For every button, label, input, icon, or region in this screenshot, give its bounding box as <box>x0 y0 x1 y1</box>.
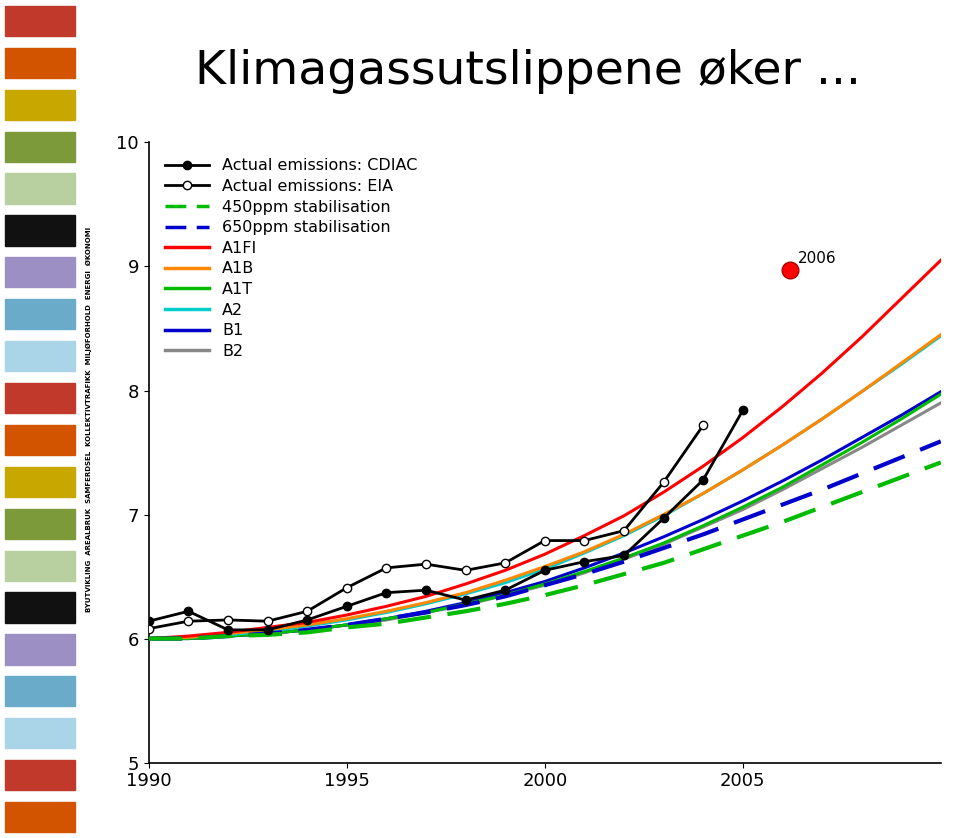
FancyBboxPatch shape <box>5 173 75 204</box>
FancyBboxPatch shape <box>5 676 75 706</box>
FancyBboxPatch shape <box>5 551 75 581</box>
FancyBboxPatch shape <box>5 6 75 36</box>
FancyBboxPatch shape <box>5 215 75 246</box>
Text: BYUTVIKLING  AREALBRUK  SAMFERDSEL  KOLLEKTIVTRAFIKK  MILJØFORHOLD  ENERGI  ØKON: BYUTVIKLING AREALBRUK SAMFERDSEL KOLLEKT… <box>85 226 91 612</box>
FancyBboxPatch shape <box>5 257 75 287</box>
FancyBboxPatch shape <box>5 509 75 539</box>
FancyBboxPatch shape <box>5 718 75 748</box>
FancyBboxPatch shape <box>5 299 75 329</box>
FancyBboxPatch shape <box>5 90 75 120</box>
FancyBboxPatch shape <box>5 592 75 623</box>
Text: 2006: 2006 <box>799 251 837 266</box>
FancyBboxPatch shape <box>5 341 75 371</box>
FancyBboxPatch shape <box>5 48 75 78</box>
Text: Klimagassutslippene øker ...: Klimagassutslippene øker ... <box>195 49 861 94</box>
FancyBboxPatch shape <box>5 760 75 790</box>
FancyBboxPatch shape <box>5 467 75 497</box>
FancyBboxPatch shape <box>5 383 75 413</box>
FancyBboxPatch shape <box>5 634 75 665</box>
FancyBboxPatch shape <box>5 802 75 832</box>
FancyBboxPatch shape <box>5 132 75 162</box>
Legend: Actual emissions: CDIAC, Actual emissions: EIA, 450ppm stabilisation, 650ppm sta: Actual emissions: CDIAC, Actual emission… <box>156 151 425 367</box>
FancyBboxPatch shape <box>5 425 75 455</box>
